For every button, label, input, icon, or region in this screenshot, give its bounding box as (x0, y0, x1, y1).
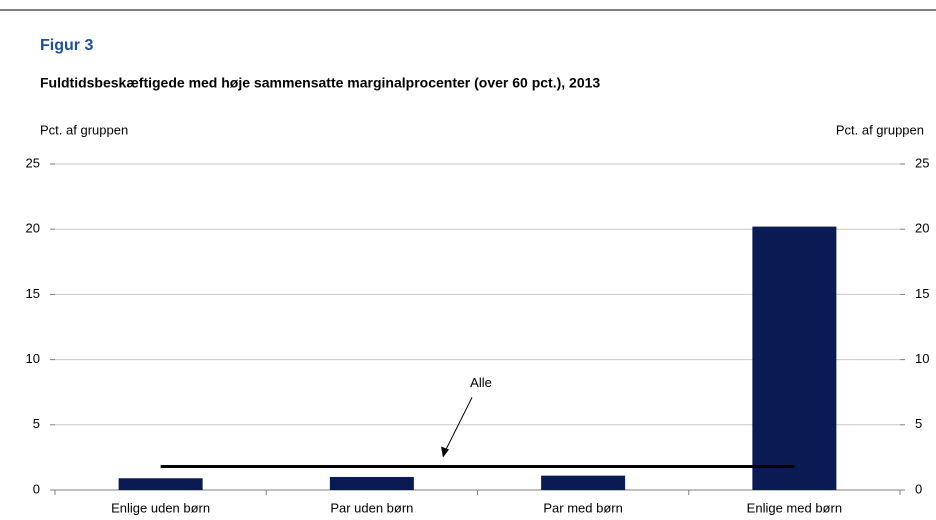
bar (752, 226, 837, 491)
y-tick-label: 10 (26, 351, 40, 366)
bar (329, 476, 414, 490)
x-tick-label: Par uden børn (330, 500, 413, 515)
y2-tick-label: 20 (915, 221, 929, 236)
y2-tick-label: 0 (915, 481, 922, 496)
y-tick-label: 15 (26, 286, 40, 301)
annotation: Alle (470, 375, 492, 390)
annotation-arrow (442, 397, 473, 456)
y2-tick-label: 5 (915, 416, 922, 431)
x-tick-label: Enlige uden børn (111, 500, 210, 515)
y-axis-label: Pct. af gruppen (40, 122, 128, 137)
y2-tick-label: 10 (915, 351, 929, 366)
chart-title: Figur 3 (40, 37, 93, 54)
y-tick-label: 0 (33, 481, 40, 496)
chart-subtitle: Fuldtidsbeskæftigede med høje sammensatt… (40, 75, 600, 91)
y2-tick-label: 25 (915, 155, 929, 170)
y2-axis-label: Pct. af gruppen (836, 122, 924, 137)
x-tick-label: Par med børn (543, 500, 622, 515)
bar (541, 475, 626, 490)
y-tick-label: 25 (26, 155, 40, 170)
y-tick-label: 5 (33, 416, 40, 431)
x-tick-label: Enlige med børn (747, 500, 842, 515)
arrow-head (441, 446, 449, 458)
y2-tick-label: 15 (915, 286, 929, 301)
bar (118, 478, 203, 490)
y-tick-label: 20 (26, 221, 40, 236)
